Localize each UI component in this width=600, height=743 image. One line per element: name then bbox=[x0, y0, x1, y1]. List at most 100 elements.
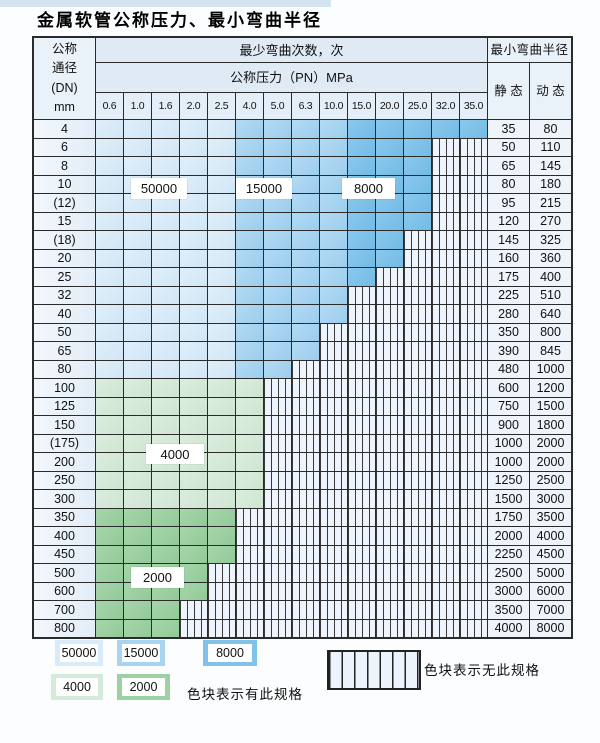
spec-cell bbox=[180, 231, 207, 249]
pressure-tick: 1.6 bbox=[152, 93, 179, 119]
hatch-cell bbox=[320, 545, 347, 563]
spec-cell bbox=[236, 434, 263, 452]
hatch-cell bbox=[180, 601, 207, 619]
hatch-cell bbox=[292, 416, 319, 434]
hatch-cell bbox=[320, 397, 347, 415]
spec-cell bbox=[348, 157, 375, 175]
hatch-cell bbox=[320, 416, 347, 434]
hatch-cell bbox=[292, 582, 319, 600]
hatch-cell bbox=[460, 527, 487, 545]
spec-cell bbox=[208, 397, 235, 415]
hatch-cell bbox=[376, 323, 403, 341]
spec-cell bbox=[348, 249, 375, 267]
spec-cell bbox=[236, 212, 263, 230]
legend-swatch-4000: 4000 bbox=[51, 674, 103, 700]
hatch-cell bbox=[376, 453, 403, 471]
pressure-tick: 4.0 bbox=[236, 93, 263, 119]
spec-cell bbox=[180, 212, 207, 230]
hatch-cell bbox=[320, 434, 347, 452]
spec-cell bbox=[348, 120, 375, 138]
hatch-cell bbox=[404, 231, 431, 249]
hatch-cell bbox=[432, 564, 459, 582]
spec-cell bbox=[124, 434, 151, 452]
dynamic-value: 1800 bbox=[530, 416, 571, 434]
hatch-cell bbox=[348, 601, 375, 619]
spec-cell bbox=[376, 138, 403, 156]
hatch-cell bbox=[404, 286, 431, 304]
dn-cell: 400 bbox=[34, 527, 95, 545]
hatch-cell bbox=[404, 268, 431, 286]
static-value: 175 bbox=[488, 268, 529, 286]
spec-cell bbox=[292, 157, 319, 175]
hatch-cell bbox=[376, 564, 403, 582]
legend-swatch-label: 4000 bbox=[56, 678, 98, 696]
hatch-cell bbox=[376, 471, 403, 489]
hatch-cell bbox=[348, 490, 375, 508]
spec-cell bbox=[124, 323, 151, 341]
spec-cell bbox=[124, 157, 151, 175]
hatch-cell bbox=[376, 397, 403, 415]
hatch-cell bbox=[264, 601, 291, 619]
spec-cell bbox=[124, 619, 151, 637]
dynamic-value: 4000 bbox=[530, 527, 571, 545]
spec-cell bbox=[292, 212, 319, 230]
spec-cell bbox=[180, 268, 207, 286]
overlay-label-2000: 2000 bbox=[131, 567, 184, 588]
hatch-cell bbox=[404, 379, 431, 397]
hatch-cell bbox=[264, 527, 291, 545]
legend-swatch-label: 15000 bbox=[122, 644, 160, 662]
hatch-cell bbox=[292, 379, 319, 397]
hatch-cell bbox=[320, 471, 347, 489]
legend-swatch-8000: 8000 bbox=[203, 640, 257, 666]
spec-cell bbox=[96, 490, 123, 508]
spec-cell bbox=[180, 397, 207, 415]
hatch-cell bbox=[348, 564, 375, 582]
spec-cell bbox=[208, 360, 235, 378]
spec-cell bbox=[124, 397, 151, 415]
static-value: 2000 bbox=[488, 527, 529, 545]
hatch-cell bbox=[320, 323, 347, 341]
hatch-cell bbox=[348, 471, 375, 489]
hatch-cell bbox=[404, 508, 431, 526]
spec-cell bbox=[208, 157, 235, 175]
spec-cell bbox=[124, 286, 151, 304]
hatch-cell bbox=[404, 323, 431, 341]
static-value: 480 bbox=[488, 360, 529, 378]
hatch-cell bbox=[432, 342, 459, 360]
spec-cell bbox=[152, 360, 179, 378]
spec-cell bbox=[348, 212, 375, 230]
spec-cell bbox=[460, 120, 487, 138]
spec-cell bbox=[152, 601, 179, 619]
overlay-label-8000: 8000 bbox=[342, 178, 395, 199]
spec-cell bbox=[208, 212, 235, 230]
hatch-cell bbox=[292, 360, 319, 378]
dynamic-value: 510 bbox=[530, 286, 571, 304]
dn-cell: 800 bbox=[34, 619, 95, 637]
spec-cell bbox=[292, 305, 319, 323]
hatch-cell bbox=[292, 453, 319, 471]
spec-cell bbox=[152, 508, 179, 526]
spec-cell bbox=[96, 120, 123, 138]
spec-cell bbox=[236, 286, 263, 304]
hatch-cell bbox=[320, 527, 347, 545]
pressure-tick: 25.0 bbox=[404, 93, 431, 119]
spec-cell bbox=[292, 268, 319, 286]
hatch-cell bbox=[404, 342, 431, 360]
hatch-cell bbox=[460, 508, 487, 526]
static-value: 50 bbox=[488, 138, 529, 156]
hatch-cell bbox=[320, 564, 347, 582]
dn-cell: 250 bbox=[34, 471, 95, 489]
hatch-cell bbox=[460, 434, 487, 452]
hatch-cell bbox=[432, 194, 459, 212]
spec-cell bbox=[124, 342, 151, 360]
hatch-cell bbox=[460, 212, 487, 230]
spec-cell bbox=[152, 120, 179, 138]
hatch-cell bbox=[292, 545, 319, 563]
hatch-cell bbox=[376, 379, 403, 397]
hatch-cell bbox=[376, 268, 403, 286]
hatch-cell bbox=[404, 434, 431, 452]
static-value: 600 bbox=[488, 379, 529, 397]
page-title: 金属软管公称压力、最小弯曲半径 bbox=[37, 11, 322, 31]
spec-cell bbox=[208, 249, 235, 267]
hatch-cell bbox=[264, 416, 291, 434]
